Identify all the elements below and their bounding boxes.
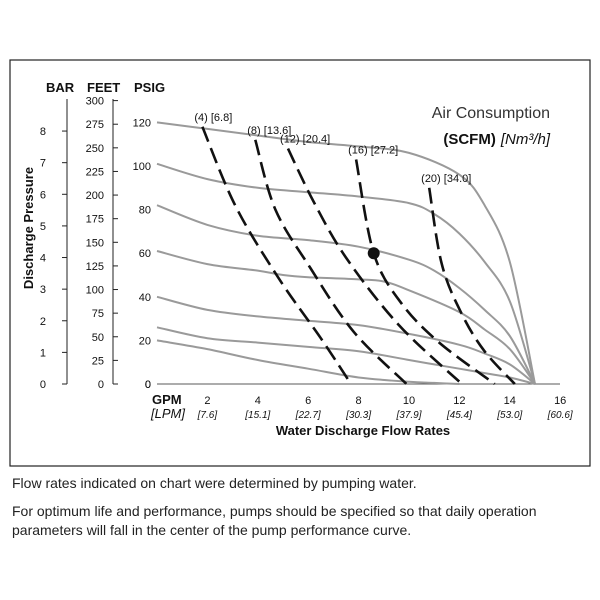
air-consumption-label: (4) [6.8] <box>194 112 232 124</box>
bar-tick-label: 0 <box>40 379 46 391</box>
air-consumption-line <box>254 139 408 385</box>
lpm-tick-label: [45.4] <box>446 410 472 421</box>
pump-performance-chart: BAR FEET PSIG Discharge Pressure 0204060… <box>9 59 591 467</box>
operating-point-marker <box>367 247 380 260</box>
bar-tick-label: 1 <box>40 347 46 359</box>
psig-tick-label: 0 <box>145 379 151 391</box>
feet-tick-label: 275 <box>86 119 104 131</box>
x-ticks-layer: 0 2 [7.6] 4 [15.1] 6 [22.7] 8 [30.3] 10 [37.9] 12 [4… <box>145 379 573 421</box>
lpm-tick-label: [7.6] <box>197 410 218 421</box>
performance-curve <box>156 295 536 385</box>
psig-tick-label: 100 <box>133 161 151 173</box>
legend-unit-scfm: (SCFM) <box>443 131 496 148</box>
psig-tick-label: 60 <box>139 248 151 260</box>
bar-tick-label: 6 <box>40 189 46 201</box>
air-consumption-line <box>286 148 463 385</box>
gpm-tick-label: 14 <box>504 395 516 407</box>
bar-tick-label: 7 <box>40 158 46 170</box>
air-consumption-line <box>427 187 516 385</box>
bar-unit-label: BAR <box>46 80 75 95</box>
psig-tick-label: 120 <box>133 117 151 129</box>
feet-tick-label: 200 <box>86 190 104 202</box>
gpm-tick-label: 6 <box>305 395 311 407</box>
lpm-unit-label: [LPM] <box>150 406 185 421</box>
lpm-tick-label: [53.0] <box>496 410 522 421</box>
air-consumption-line <box>354 159 496 386</box>
feet-tick-label: 100 <box>86 285 104 297</box>
gpm-tick-label: 16 <box>554 395 566 407</box>
note-optimum-life: For optimum life and performance, pumps … <box>12 503 537 538</box>
feet-tick-label: 150 <box>86 237 104 249</box>
legend-unit-nm3h: [Nm³/h] <box>500 131 551 148</box>
bar-tick-label: 5 <box>40 221 46 233</box>
feet-unit-label: FEET <box>87 80 120 95</box>
air-consumption-label: (16) [27.2] <box>348 144 398 156</box>
note-flow-rates: Flow rates indicated on chart were deter… <box>12 475 417 491</box>
performance-curve <box>156 250 536 385</box>
gpm-tick-label: 8 <box>356 395 362 407</box>
performance-curves-layer <box>156 121 536 385</box>
feet-tick-label: 225 <box>86 166 104 178</box>
gpm-unit-label: GPM <box>152 392 182 407</box>
feet-tick-label: 50 <box>92 332 104 344</box>
gpm-tick-label: 4 <box>255 395 261 407</box>
lpm-tick-label: [30.3] <box>345 410 371 421</box>
performance-curve <box>156 204 536 385</box>
bar-tick-label: 2 <box>40 316 46 328</box>
psig-tick-label: 20 <box>139 335 151 347</box>
air-consumption-label: (12) [20.4] <box>280 134 330 146</box>
air-consumption-label: (20) [34.0] <box>421 173 471 185</box>
gpm-tick-label: 2 <box>204 395 210 407</box>
performance-curve <box>156 162 536 385</box>
bar-tick-label: 3 <box>40 284 46 296</box>
feet-tick-label: 125 <box>86 261 104 273</box>
chart-border <box>9 59 591 467</box>
lpm-tick-label: [37.9] <box>395 410 421 421</box>
lpm-tick-label: [22.7] <box>295 410 321 421</box>
lpm-tick-label: [15.1] <box>244 410 270 421</box>
gpm-zero-label: 0 <box>145 379 151 391</box>
psig-tick-label: 40 <box>139 292 151 304</box>
y-axis-title: Discharge Pressure <box>21 167 36 289</box>
bar-tick-label: 4 <box>40 253 46 265</box>
feet-tick-label: 175 <box>86 214 104 226</box>
feet-tick-label: 0 <box>98 379 104 391</box>
y-ticks-layer: 0204060801001200255075100125150175200225… <box>40 96 151 391</box>
legend-units: (SCFM) [Nm³/h] <box>443 131 551 148</box>
chart-frame: BAR FEET PSIG Discharge Pressure 0 20 40 60… <box>9 59 591 467</box>
lpm-tick-label: [60.6] <box>547 410 573 421</box>
feet-tick-label: 300 <box>86 96 104 108</box>
gpm-tick-label: 10 <box>403 395 415 407</box>
feet-tick-label: 25 <box>92 355 104 367</box>
notes: Flow rates indicated on chart were deter… <box>12 474 592 549</box>
psig-tick-label: 80 <box>139 205 151 217</box>
legend-title: Air Consumption <box>432 105 550 122</box>
gpm-tick-label: 12 <box>453 395 465 407</box>
performance-curve <box>156 121 536 385</box>
air-consumption-label: (8) [13.6] <box>247 125 291 137</box>
performance-curve <box>156 339 460 385</box>
performance-curve <box>156 326 536 385</box>
feet-tick-label: 250 <box>86 143 104 155</box>
bar-tick-label: 8 <box>40 126 46 138</box>
x-axis-title: Water Discharge Flow Rates <box>276 423 450 438</box>
air-consumption-line <box>201 126 353 385</box>
psig-unit-label: PSIG <box>134 80 165 95</box>
air-consumption-series-layer: (4) [6.8] (8) [13.6](12) [20.4] (16) [27.2… <box>194 112 516 386</box>
feet-tick-label: 75 <box>92 308 104 320</box>
